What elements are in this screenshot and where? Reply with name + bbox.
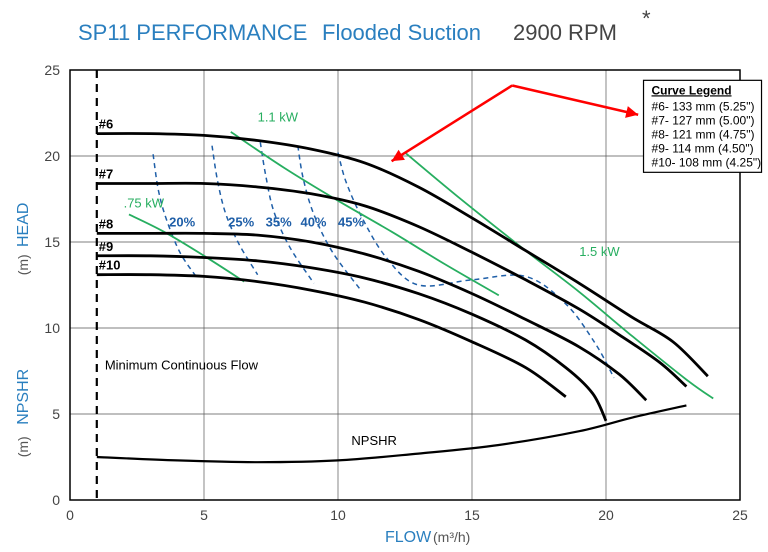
arrowhead-icon: [625, 106, 638, 118]
power-label: 1.1 kW: [258, 110, 299, 125]
head-curve-label: #9: [99, 239, 113, 254]
x-tick: 10: [330, 507, 346, 523]
y-axis-head-label: HEAD: [15, 203, 32, 247]
title-star: *: [642, 6, 651, 31]
pump-performance-chart: { "title": { "main":"SP11 PERFORMANCE", …: [0, 0, 768, 552]
legend-title: Curve Legend: [652, 83, 732, 97]
efficiency-curve: [212, 146, 258, 275]
annotation-arrow: [512, 85, 638, 114]
y-axis-npshr-unit: (m): [15, 436, 31, 457]
head-curve: [97, 233, 646, 400]
efficiency-label: 40%: [300, 215, 326, 230]
legend-row: #6- 133 mm (5.25"): [652, 99, 755, 113]
power-label: 1.5 kW: [579, 244, 620, 259]
annotation-arrow: [392, 85, 513, 161]
npshr-label: NPSHR: [351, 433, 397, 448]
mcf-label: Minimum Continuous Flow: [105, 357, 259, 372]
head-curve-label: #6: [99, 117, 113, 132]
head-curve-label: #10: [99, 258, 121, 273]
x-tick: 15: [464, 507, 480, 523]
y-axis-npshr-label: NPSHR: [15, 369, 32, 425]
head-curve-label: #7: [99, 167, 113, 182]
legend-row: #8- 121 mm (4.75"): [652, 127, 755, 141]
y-tick: 20: [44, 148, 60, 164]
y-tick: 5: [52, 406, 60, 422]
y-axis-head-unit: (m): [15, 254, 31, 275]
title-rpm: 2900 RPM: [513, 20, 617, 45]
legend-row: #10- 108 mm (4.25"): [652, 155, 762, 169]
head-curve-label: #8: [99, 216, 113, 231]
x-axis-label: FLOW: [385, 529, 432, 546]
chart-svg: SP11 PERFORMANCE Flooded Suction 2900 RPM *…: [0, 0, 768, 552]
efficiency-label: 20%: [169, 215, 195, 230]
x-tick: 25: [732, 507, 748, 523]
power-label: .75 kW: [124, 196, 165, 211]
y-tick: 15: [44, 234, 60, 250]
legend-row: #9- 114 mm (4.50"): [652, 141, 754, 155]
efficiency-label: 45%: [338, 215, 364, 230]
efficiency-label: 35%: [266, 215, 292, 230]
x-tick: 0: [66, 507, 74, 523]
title-sub: Flooded Suction: [322, 20, 481, 45]
title-main: SP11 PERFORMANCE: [78, 20, 307, 45]
y-tick: 25: [44, 62, 60, 78]
y-tick: 0: [52, 492, 60, 508]
x-tick: 20: [598, 507, 614, 523]
legend-row: #7- 127 mm (5.00"): [652, 113, 755, 127]
y-tick: 10: [44, 320, 60, 336]
x-axis-unit: (m³/h): [433, 529, 470, 545]
x-tick: 5: [200, 507, 208, 523]
efficiency-label: 25%: [228, 215, 254, 230]
